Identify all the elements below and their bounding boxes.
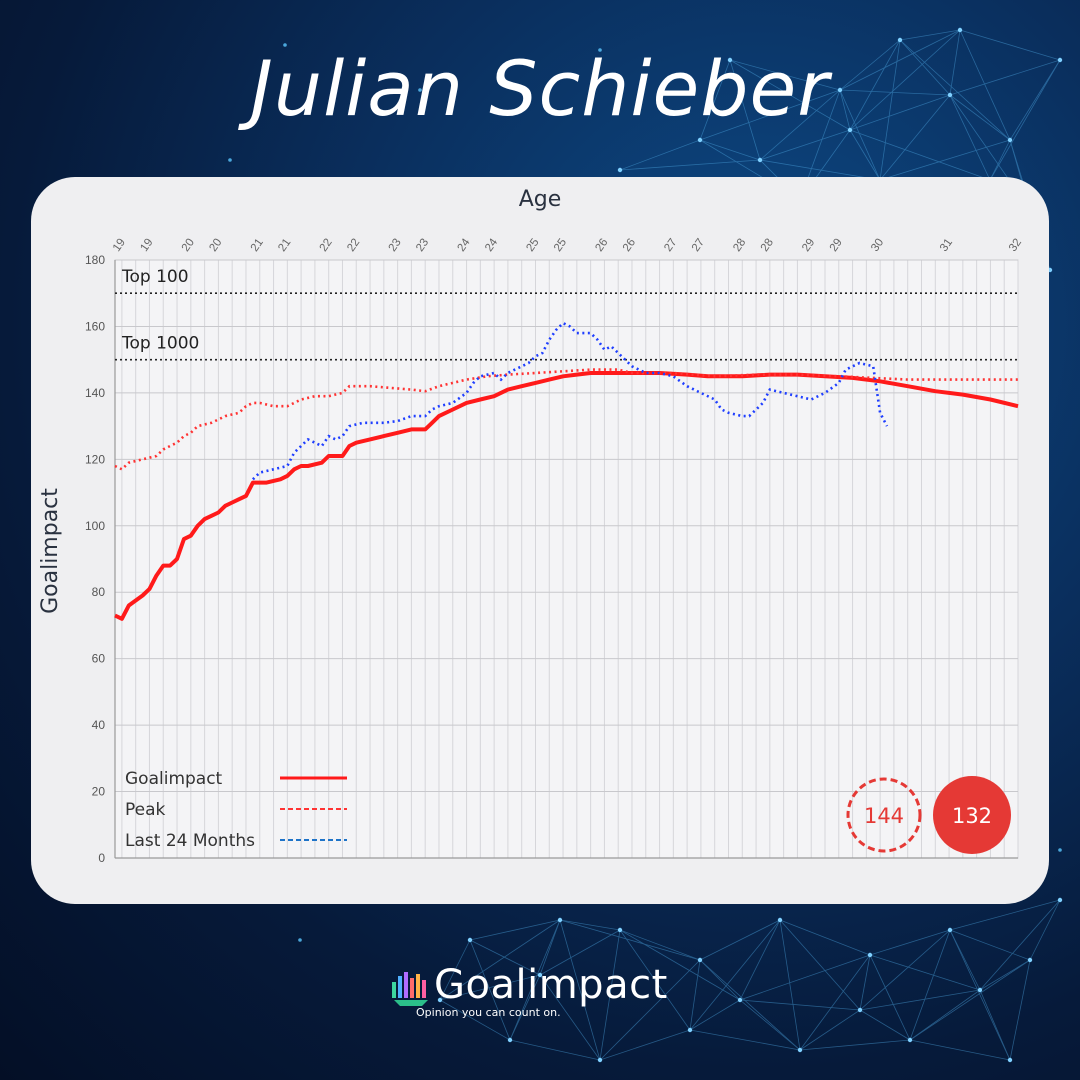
y-tick-label: 40	[92, 718, 106, 732]
series-goalimpact	[114, 371, 1019, 621]
x-axis-label: Age	[519, 187, 562, 212]
y-tick-label: 120	[85, 452, 105, 466]
y-tick-label: 60	[92, 652, 106, 666]
reference-lines: Top 100 Top 1000	[115, 267, 1018, 361]
current-badge-value: 132	[952, 804, 992, 828]
x-tick-label: 28	[759, 237, 776, 254]
x-tick-label: 24	[483, 236, 501, 254]
chart-card: 0 20 40 60 80 100 120 140 160 180 19 19 20 20 21 21 22 22…	[31, 177, 1049, 904]
series-peak	[114, 368, 1018, 471]
x-tick-label: 29	[828, 237, 845, 254]
legend: Goalimpact Peak Last 24 Months	[125, 769, 347, 851]
current-badge	[933, 776, 1011, 854]
x-tick-label: 21	[276, 237, 293, 254]
x-tick-label: 22	[318, 237, 335, 254]
x-tick-label: 25	[524, 237, 541, 254]
x-tick-label: 23	[387, 237, 404, 254]
x-tick-label: 21	[249, 237, 266, 254]
reference-line-label: Top 100	[121, 267, 189, 287]
x-tick-label: 30	[869, 237, 886, 254]
x-tick-label: 23	[414, 237, 431, 254]
peak-badge	[846, 777, 922, 853]
goalimpact-chart: 0 20 40 60 80 100 120 140 160 180 19 19 20 20 21 21 22 22…	[38, 187, 1024, 865]
y-tick-label: 140	[85, 386, 105, 400]
y-tick-label: 100	[85, 519, 105, 533]
legend-label: Goalimpact	[125, 769, 223, 789]
x-tick-label: 27	[690, 237, 707, 254]
y-axis-ticks: 0 20 40 60 80 100 120 140 160 180	[85, 253, 105, 865]
y-tick-label: 180	[85, 253, 105, 267]
x-axis-ticks: 19 19 20 20 21 21 22 22 23 23 24 24 25 25 26 26 27 27 28 28…	[111, 236, 1024, 254]
score-badges: 144 132	[846, 776, 1011, 854]
series-line	[114, 371, 1019, 621]
reference-line-label: Top 1000	[121, 334, 199, 354]
peak-badge-value: 144	[864, 804, 904, 828]
x-tick-label: 26	[593, 237, 610, 254]
x-tick-label: 26	[621, 237, 638, 254]
y-tick-label: 160	[85, 319, 105, 333]
page-title: Julian Schieber	[250, 44, 830, 133]
series-line	[114, 368, 1018, 471]
brand-name: Goalimpact	[434, 962, 668, 1008]
y-axis-label: Goalimpact	[38, 488, 63, 614]
x-tick-label: 22	[345, 237, 362, 254]
x-tick-label: 19	[138, 237, 155, 254]
y-tick-label: 20	[92, 785, 106, 799]
x-tick-label: 31	[938, 237, 955, 254]
x-tick-label: 20	[207, 237, 224, 254]
x-tick-label: 28	[731, 237, 748, 254]
logo-bars-icon	[392, 972, 428, 1006]
y-tick-label: 80	[92, 585, 106, 599]
x-tick-label: 20	[180, 237, 197, 254]
y-tick-label: 0	[98, 851, 105, 865]
brand-logo: Goalimpact Opinion you can count on.	[388, 962, 708, 1026]
x-tick-label: 19	[111, 237, 128, 254]
legend-label: Last 24 Months	[125, 831, 255, 851]
x-tick-label: 29	[800, 237, 817, 254]
grid	[114, 259, 1019, 859]
x-tick-label: 27	[662, 237, 679, 254]
x-tick-label: 32	[1007, 237, 1024, 254]
legend-label: Peak	[125, 800, 166, 820]
x-tick-label: 24	[456, 236, 474, 254]
brand-tagline: Opinion you can count on.	[416, 1006, 561, 1019]
x-tick-label: 25	[552, 237, 569, 254]
